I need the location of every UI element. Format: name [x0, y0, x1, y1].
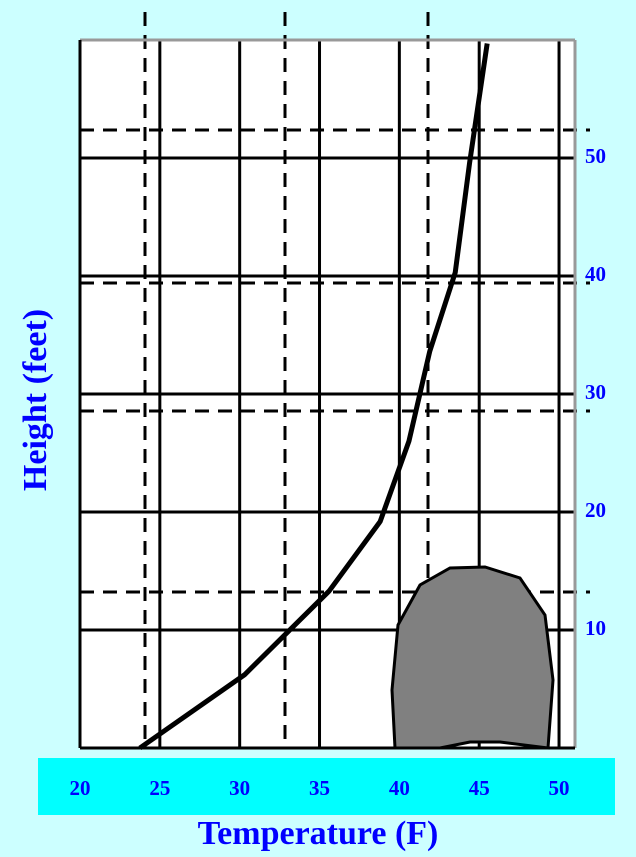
grey-blob	[390, 565, 555, 750]
marks	[138, 43, 490, 751]
x-axis-title: Temperature (F)	[198, 815, 439, 852]
x-tick-label: 30	[229, 776, 250, 800]
y-tick-label: 10	[585, 616, 606, 640]
y-tick-label: 50	[585, 144, 606, 168]
y-tick-label: 30	[585, 380, 606, 404]
x-tick-label: 50	[549, 776, 570, 800]
x-tick-label: 35	[309, 776, 330, 800]
y-tick-label: 20	[585, 498, 606, 522]
data-line	[138, 43, 490, 751]
x-tick-label: 25	[149, 776, 170, 800]
y-axis-title: Height (feet)	[17, 309, 54, 491]
x-axis-band	[38, 758, 615, 815]
x-tick-label: 40	[389, 776, 410, 800]
x-tick-label: 45	[469, 776, 490, 800]
dashed-guides	[80, 12, 590, 748]
x-tick-label: 20	[70, 776, 91, 800]
y-tick-label: 40	[585, 262, 606, 286]
